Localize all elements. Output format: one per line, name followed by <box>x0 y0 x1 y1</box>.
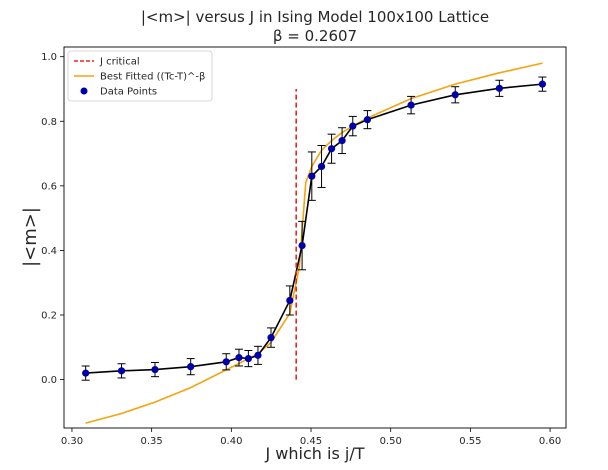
plot-area <box>81 62 547 424</box>
data-point <box>338 137 346 145</box>
data-point <box>317 162 326 171</box>
plot-frame <box>63 46 567 429</box>
data-point <box>538 80 547 88</box>
y-axis-label: |<m>| <box>20 207 41 267</box>
data-point <box>82 369 90 377</box>
data-point <box>187 363 195 371</box>
chart-title: |<m>| versus J in Ising Model 100x100 La… <box>141 8 489 26</box>
data-point <box>363 116 372 124</box>
legend-fit-label: Best Fitted ((Tc-T)^-β <box>100 72 205 83</box>
x-axis-label: J which is j/T <box>265 444 365 463</box>
legend-jcritical-label: J critical <box>99 57 140 68</box>
data-point <box>451 91 459 99</box>
data-point <box>267 333 275 342</box>
data-point <box>244 354 252 363</box>
y-tick-label: 0.0 <box>41 375 57 386</box>
y-tick-label: 0.6 <box>41 181 57 192</box>
x-axis: 0.30 0.35 0.40 0.45 0.50 0.55 0.60 <box>61 428 561 447</box>
x-tick-label: 0.60 <box>539 436 561 447</box>
data-point <box>222 358 230 366</box>
y-tick-label: 0.4 <box>41 246 57 257</box>
legend-datapoints-label: Data Points <box>100 87 157 98</box>
data-point <box>308 172 316 180</box>
legend-datapoints-marker <box>80 87 88 95</box>
data-point <box>254 351 262 359</box>
data-point <box>495 84 503 92</box>
y-axis: 0.0 0.2 0.4 0.6 0.8 1.0 <box>41 52 64 386</box>
x-tick-label: 0.40 <box>220 436 242 447</box>
legend-box <box>67 50 213 102</box>
data-point <box>407 101 415 109</box>
legend: J critical Best Fitted ((Tc-T)^-β Data P… <box>67 50 213 102</box>
data-point <box>117 367 126 375</box>
y-tick-label: 0.2 <box>41 310 57 321</box>
y-tick-label: 1.0 <box>41 52 57 63</box>
x-tick-label: 0.55 <box>459 436 481 447</box>
x-tick-label: 0.50 <box>380 436 402 447</box>
x-tick-label: 0.30 <box>61 436 83 447</box>
data-point <box>349 122 357 130</box>
x-tick-label: 0.45 <box>300 436 322 447</box>
y-tick-label: 0.8 <box>41 117 57 128</box>
data-point <box>151 365 159 374</box>
data-point <box>286 296 294 305</box>
data-point <box>298 241 306 250</box>
data-point <box>327 145 336 153</box>
chart-subtitle: β = 0.2607 <box>273 27 357 45</box>
data-point <box>235 354 243 362</box>
x-tick-label: 0.35 <box>141 436 163 447</box>
